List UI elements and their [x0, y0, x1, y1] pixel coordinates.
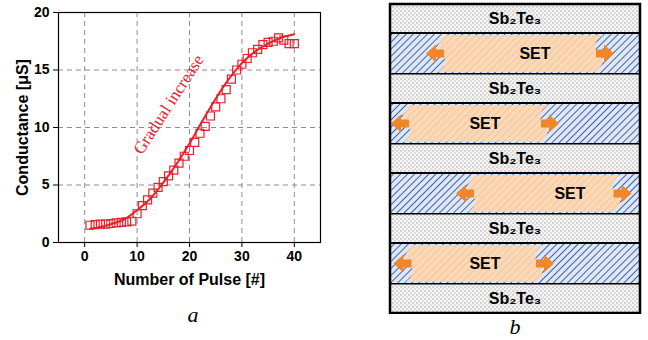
svg-text:0: 0 — [42, 234, 50, 250]
svg-text:SET: SET — [519, 45, 550, 62]
html-text:b: b — [509, 314, 521, 339]
svg-text:5: 5 — [42, 176, 50, 192]
svg-text:Conductance [μS]: Conductance [μS] — [14, 59, 31, 196]
svg-text:Sb₂Te₃: Sb₂Te₃ — [489, 10, 541, 27]
svg-text:20: 20 — [34, 4, 50, 20]
svg-text:15: 15 — [34, 61, 50, 77]
html-text:a: a — [187, 302, 199, 327]
svg-text:SET: SET — [469, 255, 500, 272]
svg-text:20: 20 — [182, 248, 198, 264]
svg-text:SET: SET — [469, 115, 500, 132]
svg-text:Gradual increase: Gradual increase — [129, 51, 207, 158]
svg-text:Number of Pulse [#]: Number of Pulse [#] — [114, 271, 265, 288]
svg-text:10: 10 — [34, 119, 50, 135]
svg-text:Sb₂Te₃: Sb₂Te₃ — [489, 80, 541, 97]
svg-text:30: 30 — [234, 248, 250, 264]
svg-text:SET: SET — [554, 185, 585, 202]
svg-text:Sb₂Te₃: Sb₂Te₃ — [489, 150, 541, 167]
svg-text:10: 10 — [129, 248, 145, 264]
svg-text:40: 40 — [287, 248, 303, 264]
svg-text:Sb₂Te₃: Sb₂Te₃ — [489, 290, 541, 307]
svg-text:Sb₂Te₃: Sb₂Te₃ — [489, 220, 541, 237]
svg-text:0: 0 — [81, 248, 89, 264]
